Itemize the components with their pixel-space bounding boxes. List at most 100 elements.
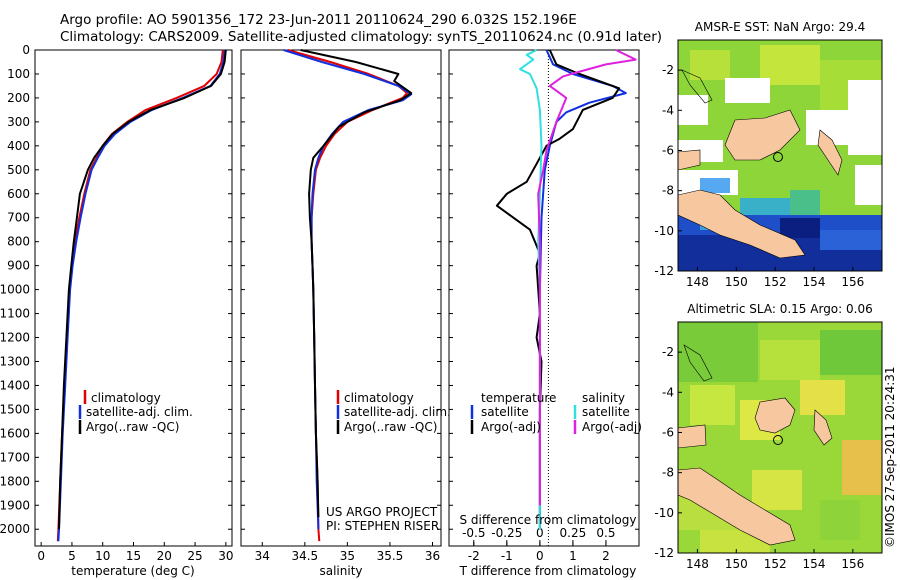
sst-map-title: AMSR-E SST: NaN Argo: 29.4 xyxy=(695,20,865,34)
imos-credit: ©IMOS 27-Sep-2011 20:24:31 xyxy=(883,366,897,548)
legend-argo: Argo(..raw -QC) xyxy=(86,420,179,434)
project-annotation: US ARGO PROJECT xyxy=(326,505,438,519)
salinity-xlabel: salinity xyxy=(319,564,362,578)
y-tick-label: 1200 xyxy=(0,331,30,345)
y-tick-label: 200 xyxy=(7,91,30,105)
series-climatology xyxy=(56,49,224,542)
sst-map-panel: AMSR-E SST: NaN Argo: 29.4 xyxy=(654,20,883,289)
difference-xlabel-top: S difference from climatology xyxy=(460,513,637,527)
y-tick-label: 100 xyxy=(7,67,30,81)
x-tick-label: -1 xyxy=(501,549,513,563)
sla-argo-marker xyxy=(773,435,783,445)
x-tick-label: 34.5 xyxy=(291,549,318,563)
sla-map-panel: Altimetric SLA: 0.15 Argo: 0.06 148 150 15… xyxy=(654,302,883,571)
map-x-tick-label: 148 xyxy=(686,275,709,289)
difference-xlabel: T difference from climatology xyxy=(459,564,637,578)
legend-t-argo: Argo(-adj) xyxy=(481,420,541,434)
sla-map-image xyxy=(678,322,882,553)
sla-map-axes xyxy=(677,321,883,554)
map-x-tick-label: 148 xyxy=(686,557,709,571)
y-tick-label: 1700 xyxy=(0,450,30,464)
map-x-tick-label: 156 xyxy=(841,557,864,571)
x-tick-label: 30 xyxy=(218,549,233,563)
series-climatology xyxy=(287,49,408,542)
y-tick-label: 1800 xyxy=(0,474,30,488)
legend-s-satellite: satellite xyxy=(582,405,630,419)
x-tick-label: 34 xyxy=(255,549,270,563)
map-y-tick-label: -4 xyxy=(662,385,674,399)
legend-argo: Argo(..raw -QC) xyxy=(344,420,437,434)
s-tick-label: 0.25 xyxy=(560,526,587,540)
x-tick-label: 36 xyxy=(425,549,440,563)
map-x-tick-label: 154 xyxy=(803,557,826,571)
series-t-satellite xyxy=(538,49,627,530)
y-tick-label: 600 xyxy=(7,187,30,201)
x-tick-label: 15 xyxy=(126,549,141,563)
map-y-tick-label: -2 xyxy=(662,63,674,77)
y-tick-label: 700 xyxy=(7,211,30,225)
salinity-legend: climatology satellite-adj. clim. Argo(..… xyxy=(336,390,451,434)
profile-title: Argo profile: AO 5901356_172 23-Jun-2011… xyxy=(60,12,577,28)
y-tick-label: 400 xyxy=(7,139,30,153)
s-tick-label: 0.5 xyxy=(596,526,615,540)
series-argo-raw-qc- xyxy=(58,49,227,530)
difference-axes xyxy=(448,49,640,547)
y-tick-label: 1000 xyxy=(0,283,30,297)
temperature-panel: 0 5 10 15 20 25 300100200300400500600700800900… xyxy=(0,43,233,578)
x-tick-label: 0 xyxy=(536,549,544,563)
legend-temperature-title: temperature xyxy=(481,391,556,405)
map-y-tick-label: -2 xyxy=(662,345,674,359)
series-t-argo-adj- xyxy=(495,49,621,530)
difference-legend: temperature satellite Argo(-adj) salinit… xyxy=(470,391,642,434)
x-tick-label: 10 xyxy=(95,549,110,563)
legend-t-satellite: satellite xyxy=(481,405,529,419)
y-tick-label: 900 xyxy=(7,259,30,273)
series-s-argo-adj- xyxy=(537,49,637,506)
s-tick-label: -0.5 xyxy=(462,526,485,540)
map-x-tick-label: 154 xyxy=(803,275,826,289)
map-y-tick-label: -6 xyxy=(662,143,674,157)
y-tick-label: 800 xyxy=(7,235,30,249)
series-argo-raw-qc- xyxy=(300,49,413,518)
sst-map-axes xyxy=(677,39,883,272)
map-y-tick-label: -4 xyxy=(662,103,674,117)
y-tick-label: 2000 xyxy=(0,522,30,536)
legend-satellite: satellite-adj. clim. xyxy=(86,405,193,419)
y-tick-label: 300 xyxy=(7,115,30,129)
y-tick-label: 1500 xyxy=(0,402,30,416)
legend-s-argo: Argo(-adj) xyxy=(582,420,642,434)
legend-satellite: satellite-adj. clim. xyxy=(344,405,451,419)
y-tick-label: 1900 xyxy=(0,498,30,512)
legend-climatology: climatology xyxy=(344,391,414,405)
x-tick-label: 1 xyxy=(569,549,577,563)
salinity-panel: 34 34.5 35 35.5 36 salinity climatology sate… xyxy=(240,49,451,578)
temperature-legend: climatology satellite-adj. clim. Argo(..… xyxy=(78,390,193,434)
y-tick-label: 0 xyxy=(22,43,30,57)
map-y-tick-label: -10 xyxy=(654,224,674,238)
x-tick-label: 20 xyxy=(157,549,172,563)
y-tick-label: 500 xyxy=(7,163,30,177)
salinity-axes xyxy=(240,49,442,547)
map-y-tick-label: -8 xyxy=(662,466,674,480)
map-x-tick-label: 156 xyxy=(841,275,864,289)
legend-climatology: climatology xyxy=(91,391,161,405)
legend-salinity-title: salinity xyxy=(582,391,625,405)
map-x-tick-label: 152 xyxy=(764,557,787,571)
map-y-tick-label: -6 xyxy=(662,425,674,439)
x-tick-label: 5 xyxy=(68,549,76,563)
y-tick-label: 1400 xyxy=(0,378,30,392)
pi-annotation: PI: STEPHEN RISER xyxy=(326,519,439,533)
map-y-tick-label: -10 xyxy=(654,506,674,520)
temperature-axes xyxy=(34,49,233,547)
map-y-tick-label: -8 xyxy=(662,184,674,198)
series-satellite-adj-clim- xyxy=(57,49,226,542)
x-tick-label: -2 xyxy=(468,549,480,563)
y-tick-label: 1600 xyxy=(0,426,30,440)
y-tick-label: 1100 xyxy=(0,307,30,321)
x-tick-label: 0 xyxy=(37,549,45,563)
s-tick-label: -0.25 xyxy=(491,526,522,540)
difference-panel: -2 -1 0 1 2 -0.5 -0.25 0 0.25 0.5 T difference fr… xyxy=(448,49,642,578)
sst-map-image xyxy=(678,40,882,271)
climatology-title: Climatology: CARS2009. Satellite-adjuste… xyxy=(60,29,663,45)
